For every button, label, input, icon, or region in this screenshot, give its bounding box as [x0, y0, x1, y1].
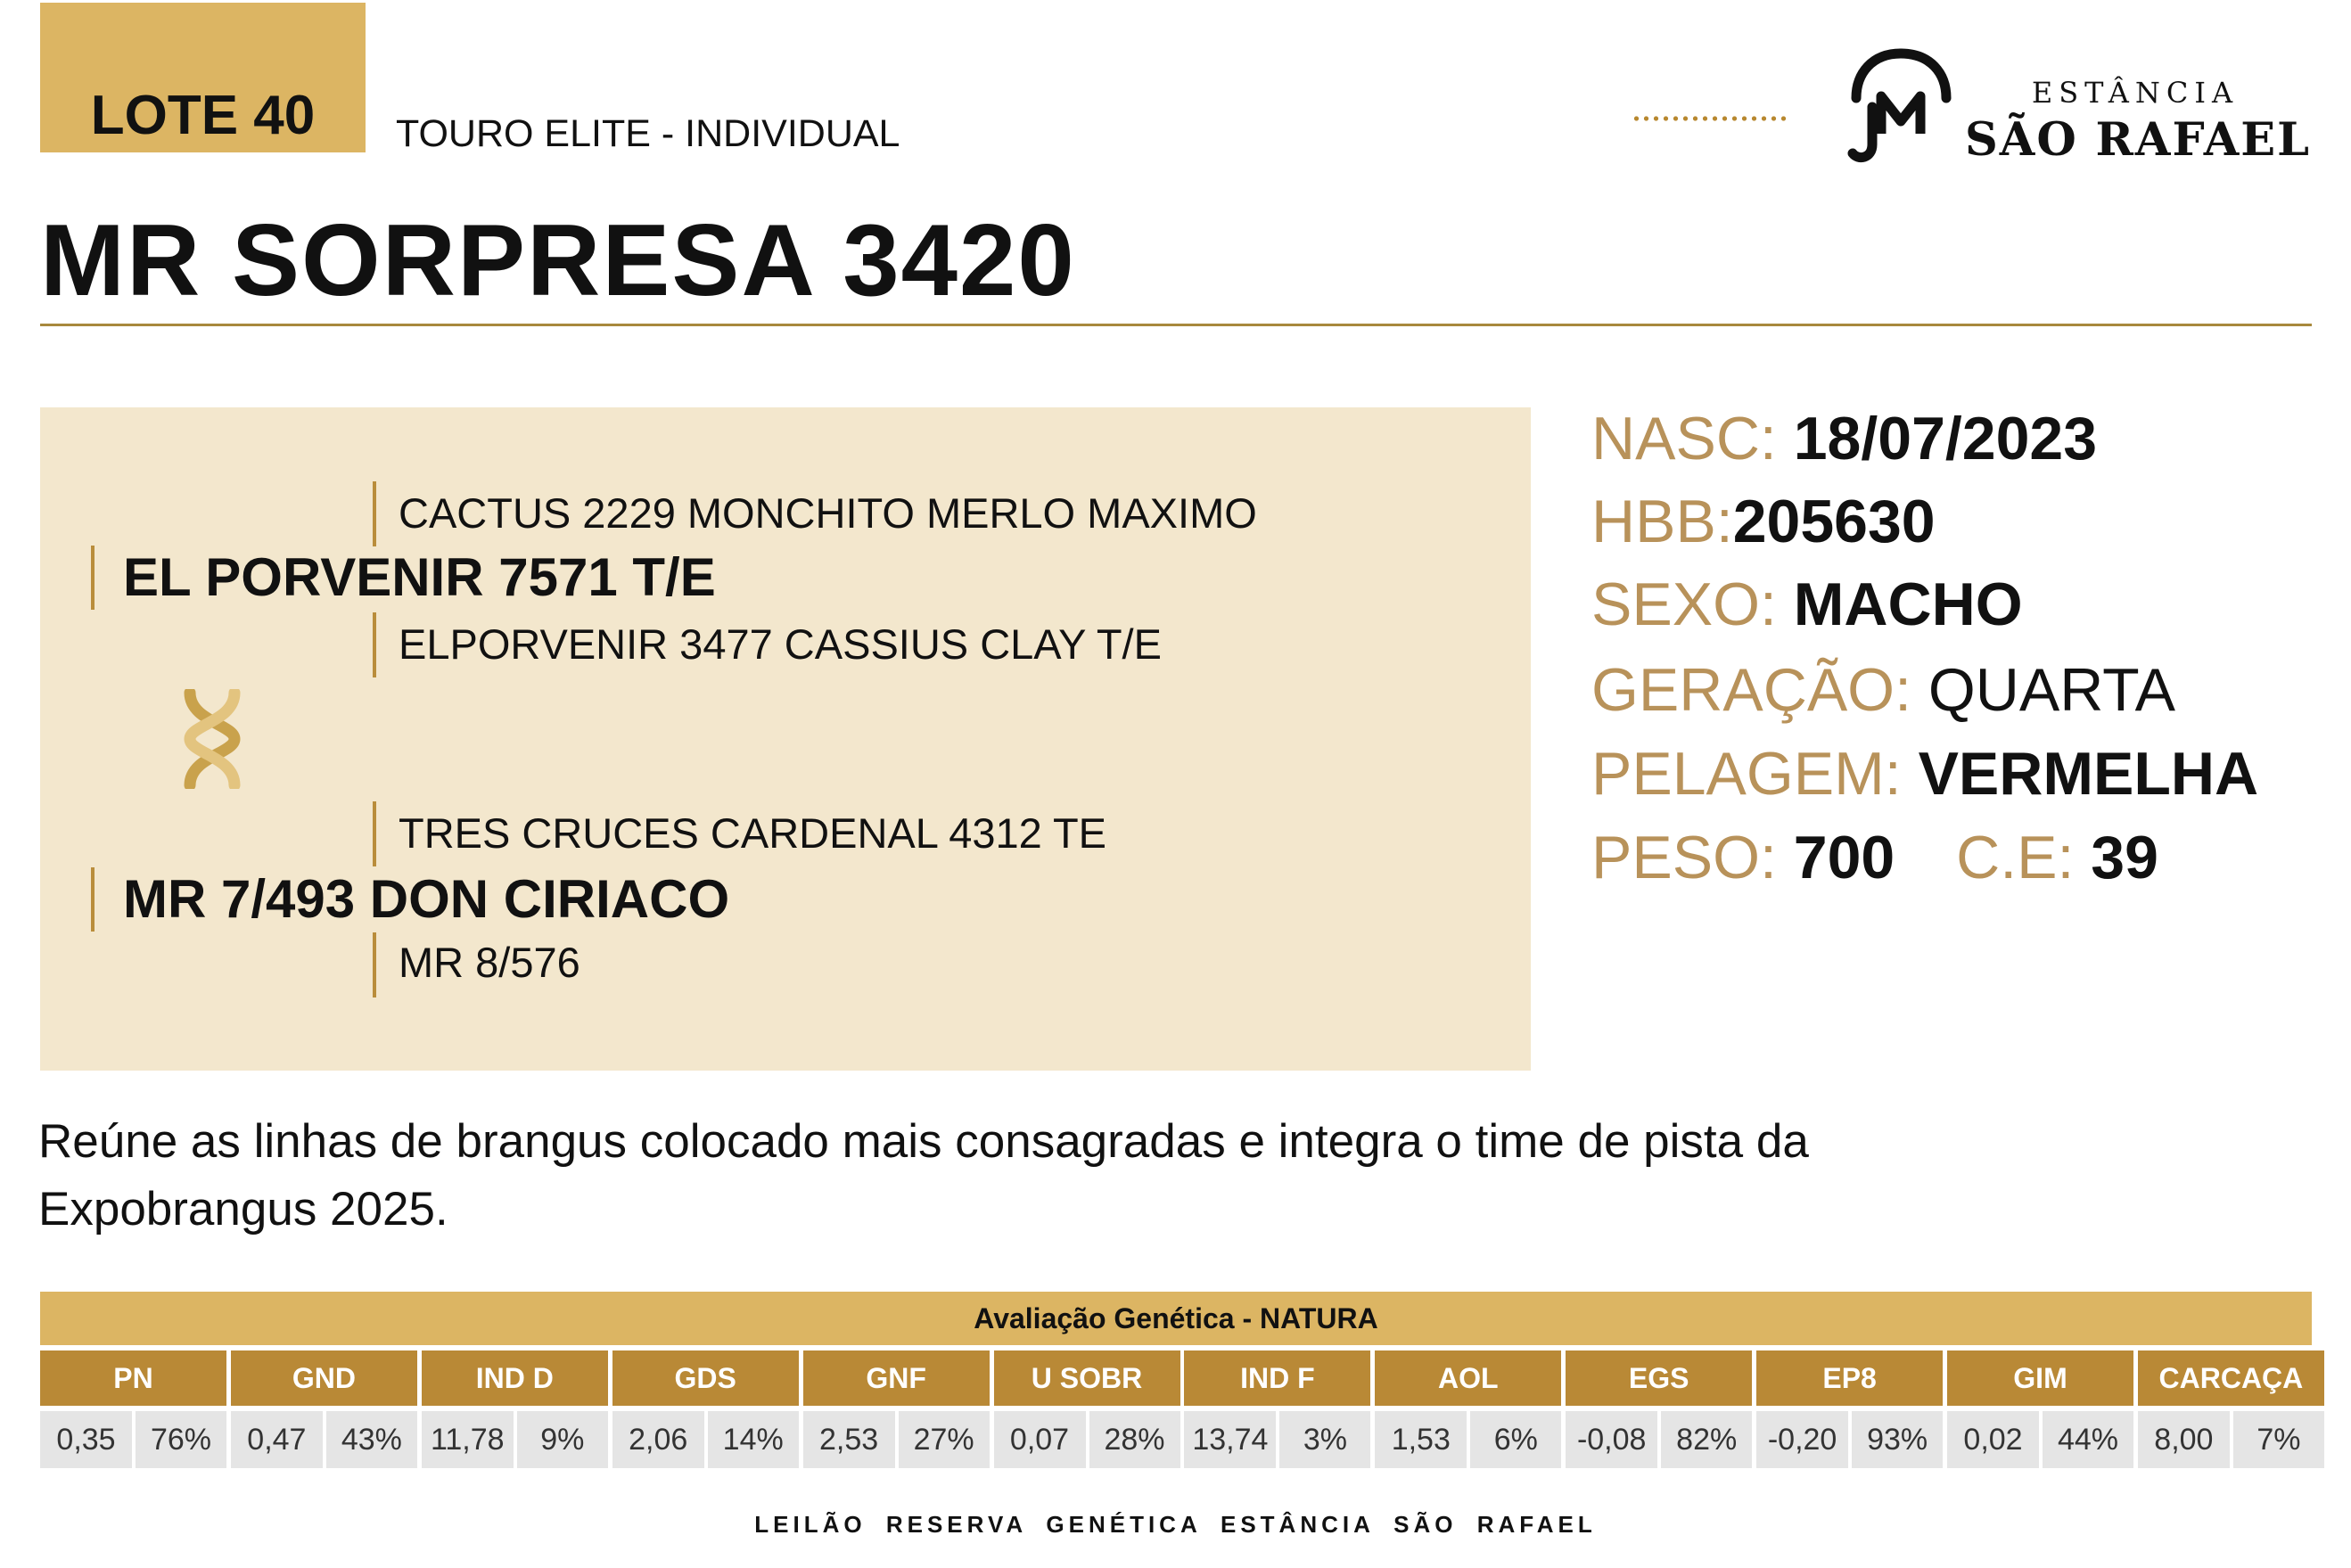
eval-value-cell: 0,47: [230, 1411, 323, 1468]
eval-column-header: AOL: [1375, 1350, 1562, 1406]
title-divider: [40, 324, 2312, 326]
peso-label: PESO:: [1591, 824, 1777, 891]
brand-name: SÃO RAFAEL: [1964, 113, 2312, 167]
sexo-label: SEXO:: [1591, 571, 1777, 638]
eval-percent-cell: 27%: [898, 1411, 990, 1468]
evaluation-title: Avaliação Genética - NATURA: [40, 1292, 2312, 1345]
coat-row: PELAGEM: VERMELHA: [1591, 738, 2258, 809]
eval-percent-cell: 14%: [707, 1411, 799, 1468]
eval-value-cell: 0,02: [1947, 1411, 2039, 1468]
eval-percent-cell: 76%: [136, 1411, 226, 1468]
pedigree-bar: [373, 481, 376, 546]
pedigree-bar: [373, 932, 376, 997]
eval-value-cell: -0,20: [1756, 1411, 1849, 1468]
sex-row: SEXO: MACHO: [1591, 569, 2023, 640]
dotted-divider: [1632, 116, 1788, 121]
sire-sire-name: CACTUS 2229 MONCHITO MERLO MAXIMO: [399, 489, 1257, 537]
eval-column-header: PN: [40, 1350, 226, 1406]
eval-column-header: GDS: [612, 1350, 799, 1406]
eval-column-header: U SOBR: [993, 1350, 1180, 1406]
hbb-row: HBB:205630: [1591, 486, 1936, 557]
ce-value: 39: [2091, 824, 2158, 891]
dam-name: MR 7/493 DON CIRIACO: [123, 869, 730, 929]
geracao-label: GERAÇÃO:: [1591, 656, 1911, 724]
eval-value-cell: -0,08: [1566, 1411, 1658, 1468]
eval-percent-cell: 7%: [2232, 1411, 2324, 1468]
eval-percent-cell: 82%: [1661, 1411, 1753, 1468]
eval-value-cell: 8,00: [2137, 1411, 2230, 1468]
pedigree-bar: [373, 612, 376, 677]
ce-label: C.E:: [1956, 824, 2075, 891]
hbb-value: 205630: [1732, 488, 1936, 555]
pedigree-panel: [40, 407, 1531, 1071]
eval-column-header: IND D: [421, 1350, 608, 1406]
brand-small-text: ESTÂNCIA: [2031, 76, 2240, 110]
birth-row: NASC: 18/07/2023: [1591, 403, 2097, 474]
sire-name: EL PORVENIR 7571 T/E: [123, 547, 716, 607]
generation-row: GERAÇÃO: QUARTA: [1591, 654, 2175, 726]
dam-sire-name: TRES CRUCES CARDENAL 4312 TE: [399, 809, 1107, 857]
eval-percent-cell: 6%: [1470, 1411, 1562, 1468]
eval-value-cell: 1,53: [1375, 1411, 1467, 1468]
eval-percent-cell: 28%: [1089, 1411, 1180, 1468]
peso-value: 700: [1793, 824, 1895, 891]
lot-description: Reúne as linhas de brangus colocado mais…: [38, 1115, 1809, 1236]
category-label: TOURO ELITE - INDIVIDUAL: [396, 112, 900, 155]
dam-dam-name: MR 8/576: [399, 939, 580, 986]
eval-percent-cell: 9%: [516, 1411, 608, 1468]
eval-column-header: GIM: [1947, 1350, 2133, 1406]
eval-value-cell: 2,06: [612, 1411, 704, 1468]
estancia-logo-icon: [1847, 48, 1952, 163]
eval-column-header: EP8: [1756, 1350, 1944, 1406]
lote-badge: [40, 3, 366, 152]
page-title: MR SORPRESA 3420: [40, 204, 1076, 317]
eval-percent-cell: 43%: [325, 1411, 417, 1468]
dna-icon: [184, 689, 241, 789]
eval-value-cell: 0,07: [993, 1411, 1086, 1468]
sire-dam-name: ELPORVENIR 3477 CASSIUS CLAY T/E: [399, 620, 1162, 668]
eval-column-header: IND F: [1184, 1350, 1371, 1406]
eval-percent-cell: 93%: [1852, 1411, 1944, 1468]
weight-row: PESO: 700 C.E: 39: [1591, 822, 2158, 893]
eval-value-cell: 0,35: [40, 1411, 132, 1468]
eval-column-header: CARCAÇA: [2137, 1350, 2324, 1406]
pedigree-bar: [91, 546, 95, 610]
hbb-label: HBB:: [1591, 488, 1733, 555]
pedigree-bar: [91, 867, 95, 932]
eval-value-cell: 2,53: [802, 1411, 895, 1468]
footer-text: LEILÃO RESERVA GENÉTICA ESTÂNCIA SÃO RAF…: [754, 1511, 1597, 1538]
eval-value-cell: 13,74: [1184, 1411, 1277, 1468]
eval-percent-cell: 44%: [2043, 1411, 2133, 1468]
eval-column-header: EGS: [1566, 1350, 1753, 1406]
eval-value-cell: 11,78: [421, 1411, 514, 1468]
lote-label: LOTE 40: [90, 85, 316, 146]
nasc-value: 18/07/2023: [1793, 405, 2098, 472]
nasc-label: NASC:: [1591, 405, 1777, 472]
eval-percent-cell: 3%: [1279, 1411, 1371, 1468]
pelagem-label: PELAGEM:: [1591, 740, 1902, 808]
eval-column-header: GND: [230, 1350, 417, 1406]
geracao-value: QUARTA: [1928, 656, 2175, 724]
eval-column-header: GNF: [802, 1350, 990, 1406]
sexo-value: MACHO: [1793, 571, 2023, 638]
pelagem-value: VERMELHA: [1918, 740, 2259, 808]
pedigree-bar: [373, 801, 376, 866]
